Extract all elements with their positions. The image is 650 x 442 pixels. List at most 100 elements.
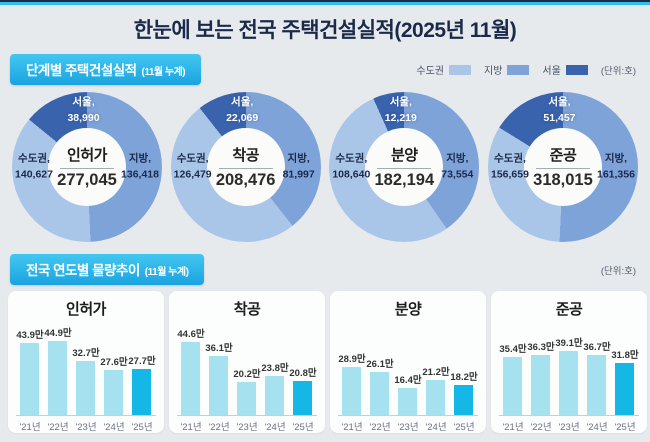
bar	[209, 356, 229, 415]
bar-value-label: 20.8만	[289, 368, 317, 379]
donut-title: 인허가	[67, 147, 107, 164]
bar-value-label: 28.9만	[338, 354, 366, 365]
donut-label-regional: 지방, 81,997	[282, 152, 315, 180]
bar	[48, 341, 68, 415]
bar-plot-area: 28.9만 26.1만 16.4만 21.2만 18.2만	[338, 320, 478, 416]
donut-label-seoul: 서울, 22,069	[226, 96, 259, 124]
bar-chart-card: 인허가 43.9만 44.9만 32.7만 27.6만 27.7만 '21년 '22년 '2…	[8, 291, 164, 433]
donut-label-regional: 지방, 73,554	[441, 152, 474, 180]
bar-value-label: 21.2만	[422, 367, 450, 378]
donut-hole	[206, 128, 285, 206]
x-axis-tick-label: '22년	[530, 422, 552, 433]
legend: 수도권 지방 서울 (단위:호)	[416, 62, 636, 77]
bar	[615, 363, 635, 415]
bar-value-label: 44.6만	[177, 329, 205, 340]
donut-chart: 인허가 277,045 서울, 38,990 수도권, 140,627 지방, 136…	[12, 92, 162, 242]
bar-plot-area: 43.9만 44.9만 32.7만 27.6만 27.7만	[16, 320, 156, 416]
donut-title: 준공	[549, 147, 577, 164]
donut-total-value: 318,015	[533, 171, 593, 189]
bar-section-badge-note: (11월 누계)	[144, 267, 189, 278]
donut-divider	[535, 168, 590, 169]
legend-swatch-seoul	[565, 64, 588, 75]
bar-section-header: 전국 연도별 물량추이 (11월 누계) (단위:호)	[10, 254, 636, 285]
donut-label-seoul: 서울, 51,457	[543, 96, 576, 124]
bar-column: 16.4만	[394, 372, 422, 415]
bar-column: 20.8만	[289, 365, 317, 415]
donut-center: 인허가 277,045	[12, 92, 162, 242]
legend-swatch-capital	[449, 64, 471, 75]
legend-label-seoul: 서울	[542, 66, 561, 77]
x-axis-tick-label: '25년	[614, 422, 636, 433]
bar	[132, 369, 152, 415]
donut-total-value: 208,476	[215, 171, 276, 189]
donut-label-capital: 수도권, 140,627	[15, 152, 53, 180]
bar	[104, 370, 124, 415]
x-axis-tick-label: '22년	[47, 422, 69, 433]
donut-section-header: 단계별 주택건설실적 (11월 누계) 수도권 지방 서울 (단위:호)	[10, 54, 636, 85]
bar-value-label: 35.4만	[499, 344, 527, 355]
x-axis-tick-label: '22년	[369, 422, 391, 433]
donut-unit-label: (단위:호)	[600, 65, 636, 77]
donut-label-regional: 지방, 136,418	[121, 152, 159, 180]
bar	[370, 372, 390, 415]
x-axis-tick-label: '24년	[264, 422, 286, 433]
bar	[76, 361, 96, 415]
donut-label-capital: 수도권, 156,659	[490, 152, 529, 180]
bar-value-label: 39.1만	[555, 338, 583, 349]
bar-unit-label: (단위:호)	[600, 265, 636, 277]
bar-column: 28.9만	[338, 351, 366, 415]
x-axis-tick-label: '25년	[131, 422, 153, 433]
bar-plot-area: 35.4만 36.3만 39.1만 36.7만 31.8만	[499, 320, 639, 416]
x-axis-tick-label: '23년	[236, 422, 258, 433]
page-title: 한눈에 보는 전국 주택건설실적(2025년 11월)	[133, 19, 517, 42]
donut-total-value: 182,194	[374, 171, 435, 189]
donut-chart: 분양 182,194 서울, 12,219 수도권, 108,640 지방, 73,5…	[329, 92, 480, 242]
bar-column: 20.2만	[233, 366, 261, 415]
bar-chart-title: 인허가	[66, 301, 106, 318]
bar-value-label: 27.7만	[128, 356, 156, 367]
donut-section-badge-title: 단계별 주택건설실적	[26, 63, 137, 78]
bar-value-label: 31.8만	[611, 350, 639, 361]
x-axis-tick-label: '25년	[453, 422, 475, 433]
bar-section-badge: 전국 연도별 물량추이 (11월 누계)	[10, 254, 205, 285]
bar-value-label: 43.9만	[16, 330, 44, 341]
donut-center: 착공 208,476	[171, 92, 321, 242]
bar-x-axis-labels: '21년 '22년 '23년 '24년 '25년	[177, 419, 317, 433]
bar-column: 21.2만	[422, 364, 450, 415]
bar-column: 36.1만	[205, 340, 233, 415]
x-axis-tick-label: '21년	[19, 422, 41, 433]
bar-column: 32.7만	[72, 345, 100, 415]
bar-value-label: 32.7만	[72, 348, 100, 359]
bar-column: 31.8만	[611, 347, 639, 415]
bar-column: 18.2만	[450, 369, 478, 415]
bar	[587, 355, 607, 415]
donut-label-seoul: 서울, 12,219	[384, 96, 417, 124]
bar-chart-title: 준공	[555, 301, 583, 318]
bar	[559, 351, 579, 415]
x-axis-tick-label: '24년	[586, 422, 608, 433]
top-navy-stripe	[0, 0, 650, 2]
donut-hole	[48, 128, 126, 206]
x-axis-tick-label: '22년	[208, 422, 230, 433]
donut-title: 분양	[391, 147, 418, 164]
donut-chart-row: 인허가 277,045 서울, 38,990 수도권, 140,627 지방, 136…	[0, 92, 650, 242]
top-cyan-stripe	[0, 2, 650, 5]
legend-item-capital: 수도권	[416, 62, 471, 77]
bar-column: 44.9만	[44, 325, 72, 415]
bar	[426, 380, 446, 415]
donut-label-capital: 수도권, 108,640	[332, 152, 371, 180]
bar-x-axis-labels: '21년 '22년 '23년 '24년 '25년	[499, 419, 639, 433]
bar-column: 44.6만	[177, 326, 205, 415]
bar-column: 26.1만	[366, 356, 394, 415]
bar	[181, 342, 201, 415]
bar	[20, 343, 40, 415]
bar-chart-card: 준공 35.4만 36.3만 39.1만 36.7만 31.8만 '21년 '22년 '23…	[491, 291, 647, 433]
bar-value-label: 23.8만	[261, 363, 289, 374]
x-axis-tick-label: '24년	[425, 422, 447, 433]
legend-label-regional: 지방	[484, 66, 503, 77]
bar-section-badge-title: 전국 연도별 물량추이	[26, 263, 140, 278]
bar-value-label: 18.2만	[450, 372, 478, 383]
donut-section-badge: 단계별 주택건설실적 (11월 누계)	[10, 54, 202, 85]
bar-value-label: 26.1만	[366, 359, 394, 370]
